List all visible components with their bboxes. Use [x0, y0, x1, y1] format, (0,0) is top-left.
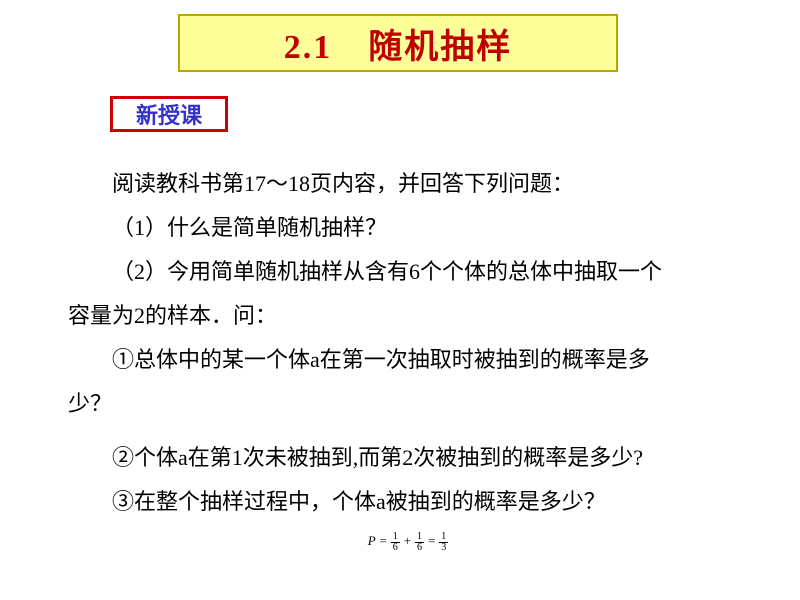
fraction-3: 1 3	[439, 532, 448, 553]
question-2a: （2）今用简单随机抽样从含有6个个体的总体中抽取一个	[68, 250, 748, 294]
body-content: 阅读教科书第17～18页内容，并回答下列问题： （1）什么是简单随机抽样？ （2…	[68, 162, 748, 554]
sub-1a: ①总体中的某一个体a在第一次抽取时被抽到的概率是多	[68, 338, 748, 382]
question-1: （1）什么是简单随机抽样？	[68, 206, 748, 250]
slide-title: 2.1 随机抽样	[178, 14, 618, 72]
intro-line: 阅读教科书第17～18页内容，并回答下列问题：	[68, 162, 748, 206]
fraction-1: 1 6	[391, 532, 400, 553]
fraction-2: 1 6	[415, 532, 424, 553]
sub-2: ②个体a在第1次未被抽到,而第2次被抽到的概率是多少?	[68, 436, 748, 480]
formula-eq2: =	[427, 533, 436, 548]
formula-plus: +	[403, 533, 412, 548]
sub-3: ③在整个抽样过程中，个体a被抽到的概率是多少？	[68, 480, 748, 524]
formula-eq: =	[379, 533, 388, 548]
lesson-badge: 新授课	[110, 96, 228, 132]
probability-formula: P = 1 6 + 1 6 = 1 3	[68, 528, 748, 554]
formula-lhs: P	[368, 533, 376, 548]
question-2b: 容量为2的样本．问：	[68, 294, 748, 338]
sub-1b: 少？	[68, 382, 748, 426]
